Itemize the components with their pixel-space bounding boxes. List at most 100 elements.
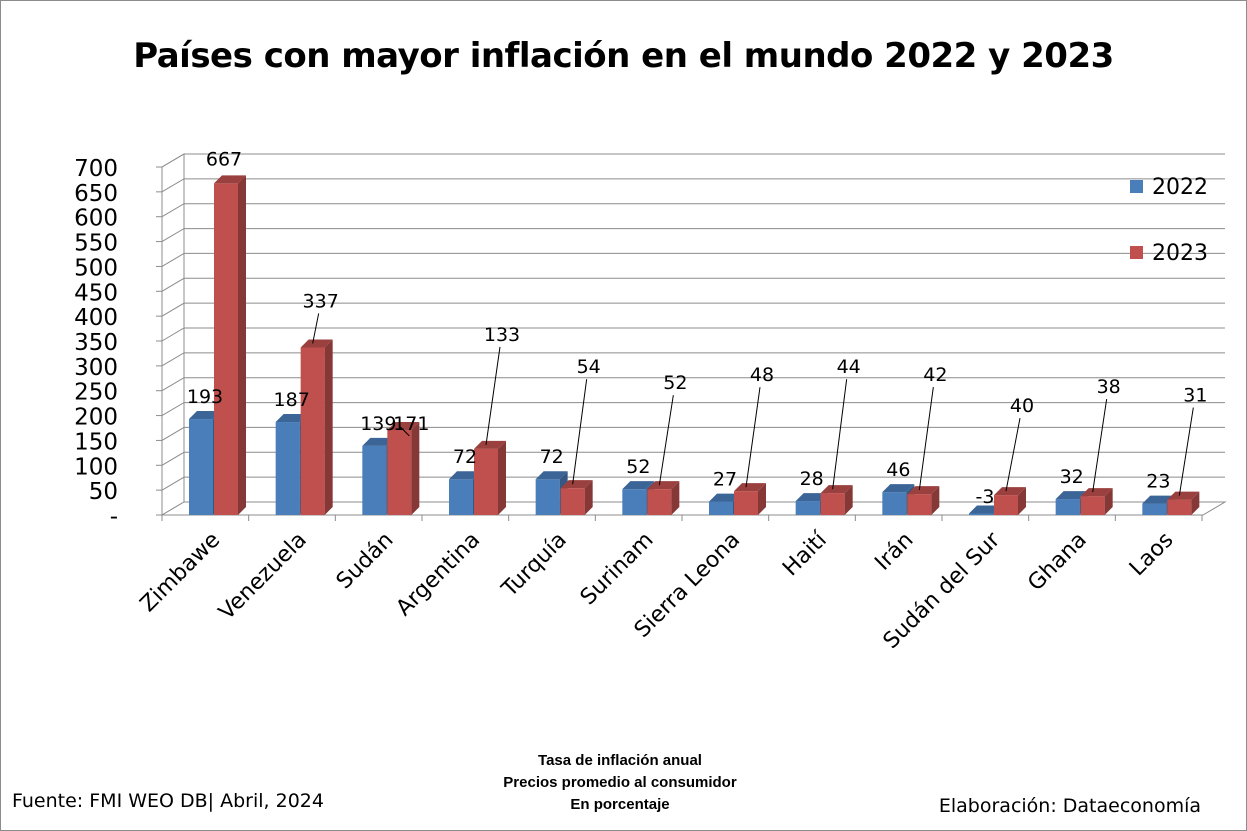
- bar-2023-side: [584, 480, 593, 515]
- y-tick-label: 600: [74, 206, 118, 232]
- bar-2023-front: [560, 488, 585, 515]
- x-category-label: Turquía: [497, 528, 572, 603]
- bar-2023-side: [931, 486, 940, 515]
- legend-swatch-2023: [1130, 246, 1143, 259]
- data-label-2022: 72: [453, 446, 477, 468]
- bar-2023-top: [820, 485, 853, 494]
- bar-2023-top: [1167, 491, 1200, 500]
- floor: [160, 501, 1227, 516]
- leader-line: [1178, 407, 1194, 496]
- bar-2022-front: [535, 479, 560, 515]
- y-tick-label: 50: [89, 479, 118, 505]
- source-note: Fuente: FMI WEO DB| Abril, 2024: [12, 790, 324, 812]
- bar-2023-front: [300, 347, 325, 515]
- bar-2023-front: [387, 429, 412, 515]
- data-label-2023: 133: [484, 324, 520, 346]
- x-category-label: Laos: [1125, 528, 1179, 582]
- y-tick-label: 400: [74, 305, 118, 331]
- bar-2022-top: [449, 471, 481, 480]
- gridline: [161, 451, 1225, 466]
- bar-2023-side: [671, 481, 680, 515]
- bar-2022-top: [882, 484, 915, 493]
- data-label-2023: 42: [923, 364, 947, 386]
- bar-2022-top: [1055, 491, 1088, 500]
- bar-2023-front: [1167, 499, 1192, 515]
- y-tick-label: 550: [74, 231, 118, 257]
- y-tick-label: 200: [74, 405, 118, 431]
- y-tick-label: 300: [74, 355, 118, 381]
- data-label-2023: 44: [837, 356, 861, 378]
- leader-line: [745, 387, 761, 488]
- bar-2023-side: [498, 440, 506, 515]
- leader-line: [312, 313, 320, 344]
- y-tick-label: 150: [74, 429, 118, 455]
- gridline: [161, 228, 1225, 243]
- bar-2022-top: [362, 437, 395, 446]
- bar-2022-top: [535, 471, 568, 480]
- gridline: [161, 277, 1225, 292]
- bar-2023-front: [994, 495, 1018, 515]
- data-label-2023: 337: [303, 290, 339, 312]
- x-category-label: Surinam: [576, 528, 659, 611]
- bar-2023-side: [844, 485, 853, 515]
- leader-line: [1092, 399, 1108, 493]
- credit-note: Elaboración: Dataeconomía: [938, 795, 1201, 817]
- data-label-2022: 32: [1060, 466, 1084, 488]
- leader-line: [658, 395, 674, 486]
- data-label-2022: 193: [187, 386, 223, 408]
- bar-2023-front: [907, 494, 932, 515]
- x-category-label: Zimbawe: [136, 528, 226, 618]
- leader-line: [918, 387, 934, 491]
- note-line-3: En porcentaje: [570, 796, 670, 813]
- data-label-2023: 171: [393, 413, 429, 435]
- x-category-label: Venezuela: [214, 528, 312, 626]
- y-tick-label: 250: [74, 380, 118, 406]
- data-label-2022: 23: [1146, 471, 1170, 493]
- note-line-2: Precios promedio al consumidor: [503, 774, 737, 791]
- gridline: [161, 377, 1225, 392]
- bar-2022-front: [1142, 503, 1167, 515]
- bar-2023-top: [474, 440, 506, 449]
- y-tick-label: 450: [74, 280, 118, 306]
- chart-title: Países con mayor inflación en el mundo 2…: [133, 36, 1114, 76]
- bar-2022-top: [1142, 495, 1175, 504]
- gridline: [161, 327, 1225, 342]
- x-category-label: Ghana: [1023, 528, 1092, 597]
- data-label-2022: 27: [713, 469, 737, 491]
- bar-2022-front: [362, 445, 387, 515]
- bar-2022-top: [189, 411, 221, 420]
- gridline: [161, 476, 1225, 491]
- bar-2023-front: [214, 183, 238, 516]
- data-label-2022: 72: [540, 446, 564, 468]
- bar-2022-front: [449, 479, 473, 515]
- bar-2022-front: [795, 501, 820, 515]
- y-tick-label: 350: [74, 330, 118, 356]
- y-tick-label: 100: [74, 454, 118, 480]
- bar-2023-side: [411, 421, 420, 515]
- bar-2023-side: [1191, 491, 1200, 515]
- bar-2022-front: [189, 419, 213, 515]
- leader-line: [572, 379, 588, 485]
- data-label-2022: 187: [274, 389, 310, 411]
- leader-line: [1005, 418, 1021, 492]
- legend-label-2023: 2023: [1152, 241, 1208, 266]
- note-line-1: Tasa de inflación anual: [538, 752, 702, 769]
- data-label-2022: 28: [800, 468, 824, 490]
- bar-2023-side: [1018, 487, 1026, 515]
- bar-2023-top: [647, 481, 680, 490]
- bar-2023-top: [907, 486, 940, 495]
- bar-2022-front: [1055, 499, 1080, 515]
- bar-2023-top: [214, 175, 246, 184]
- x-category-label: Haití: [778, 527, 832, 581]
- bar-2023-side: [324, 339, 333, 515]
- data-label-2023: 667: [206, 148, 242, 170]
- leader-line: [485, 346, 501, 445]
- data-label-2023: 31: [1183, 385, 1207, 407]
- bar-2022-top: [275, 414, 308, 423]
- gridline: [161, 402, 1225, 417]
- bar-2023-top: [994, 487, 1026, 496]
- x-category-label: Sudán: [332, 528, 399, 595]
- x-category-label: Argentina: [392, 528, 486, 622]
- legend-label-2022: 2022: [1152, 175, 1208, 200]
